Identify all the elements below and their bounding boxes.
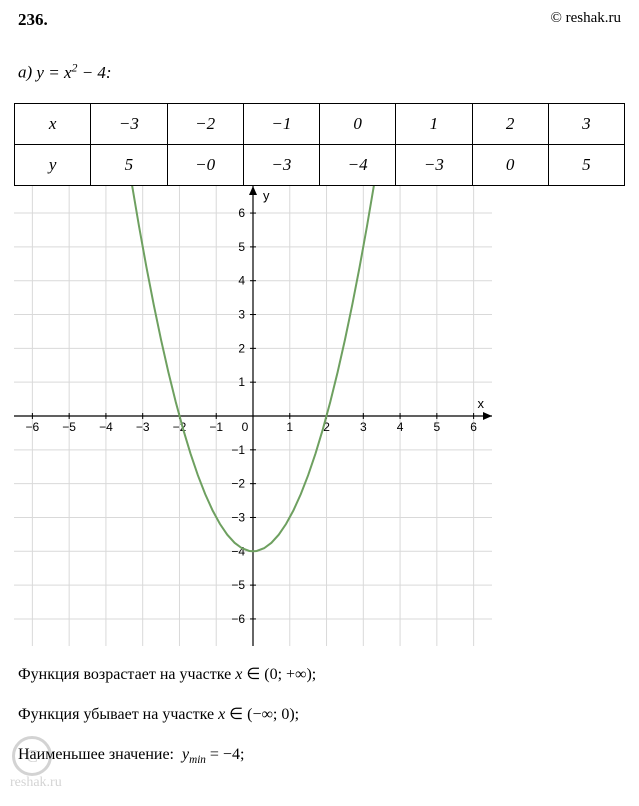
svg-text:5: 5 (238, 240, 245, 254)
part-prefix: а) (18, 63, 36, 82)
svg-text:−2: −2 (231, 476, 245, 490)
table-row: y 5 −0 −3 −4 −3 0 5 (15, 144, 625, 185)
svg-text:1: 1 (286, 420, 293, 434)
part-label: а) y = x2 − 4: (0, 30, 639, 103)
problem-number: 236. (18, 10, 48, 30)
svg-text:6: 6 (470, 420, 477, 434)
svg-text:4: 4 (397, 420, 404, 434)
table-cell: −3 (243, 144, 319, 185)
header: 236. © reshak.ru (0, 0, 639, 30)
svg-text:5: 5 (434, 420, 441, 434)
table-cell: −0 (167, 144, 243, 185)
table-cell: −3 (396, 144, 472, 185)
table-cell: 0 (472, 144, 548, 185)
table-cell: 3 (548, 103, 624, 144)
svg-text:0: 0 (242, 420, 249, 434)
svg-text:−1: −1 (209, 420, 223, 434)
svg-text:2: 2 (238, 341, 245, 355)
svg-text:−1: −1 (231, 442, 245, 456)
part-equation: y = x2 − 4: (36, 63, 111, 82)
svg-text:−5: −5 (62, 420, 76, 434)
table-cell: 5 (91, 144, 167, 185)
table-cell: 0 (320, 103, 396, 144)
svg-text:−3: −3 (231, 510, 245, 524)
text-decreasing: Функция убывает на участке x ∈ (−∞; 0); (18, 704, 621, 726)
chart-svg: −6−5−4−3−2−10123456−6−5−4−3−2−1123456xy (14, 186, 492, 646)
table-cell: 5 (548, 144, 624, 185)
table-cell: −4 (320, 144, 396, 185)
text-minimum: Наименьшее значение: ymin = −4; (18, 744, 621, 769)
table-cell: −3 (91, 103, 167, 144)
svg-text:3: 3 (360, 420, 367, 434)
site-link: © reshak.ru (550, 10, 621, 27)
table-cell: −2 (167, 103, 243, 144)
table-cell: −1 (243, 103, 319, 144)
svg-text:y: y (263, 188, 270, 203)
table-cell: 1 (396, 103, 472, 144)
svg-text:3: 3 (238, 307, 245, 321)
svg-text:x: x (478, 396, 485, 411)
text-increasing: Функция возрастает на участке x ∈ (0; +∞… (18, 664, 621, 686)
svg-text:−3: −3 (136, 420, 150, 434)
table-cell: x (15, 103, 91, 144)
svg-text:4: 4 (238, 273, 245, 287)
svg-text:6: 6 (238, 206, 245, 220)
svg-text:−4: −4 (99, 420, 113, 434)
value-table: x −3 −2 −1 0 1 2 3 y 5 −0 −3 −4 −3 0 5 (14, 103, 625, 186)
svg-text:−6: −6 (231, 612, 245, 626)
table-cell: 2 (472, 103, 548, 144)
parabola-chart: −6−5−4−3−2−10123456−6−5−4−3−2−1123456xy (14, 186, 492, 646)
svg-text:−6: −6 (26, 420, 40, 434)
table-cell: y (15, 144, 91, 185)
svg-text:1: 1 (238, 375, 245, 389)
svg-text:−5: −5 (231, 578, 245, 592)
analysis-text: Функция возрастает на участке x ∈ (0; +∞… (0, 646, 639, 800)
table-row: x −3 −2 −1 0 1 2 3 (15, 103, 625, 144)
